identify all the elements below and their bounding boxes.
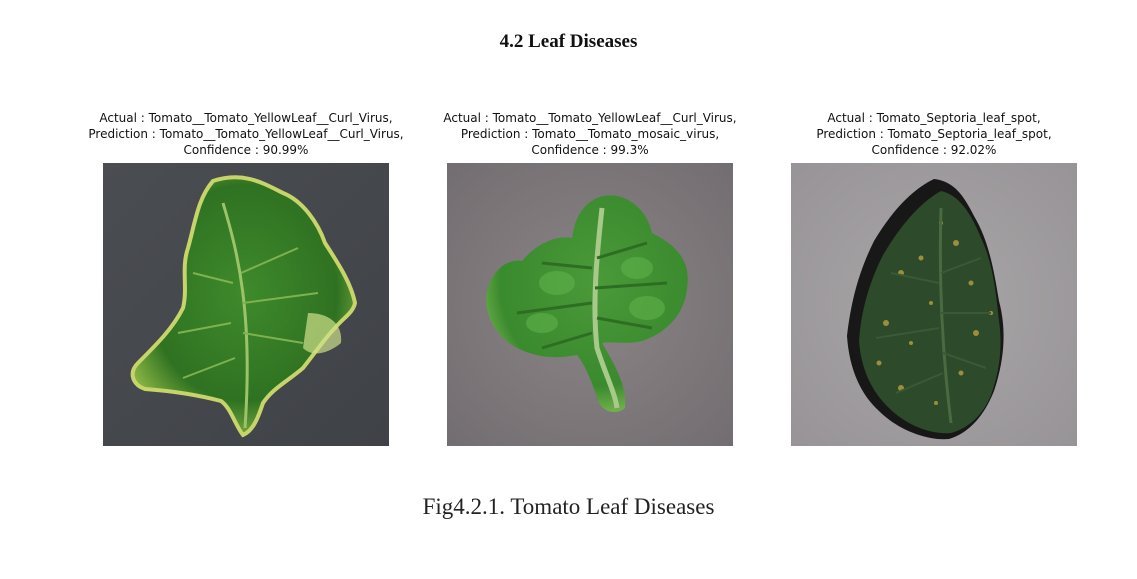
prediction-label: Prediction : Tomato__Tomato_mosaic_virus… bbox=[460, 127, 720, 141]
leaf-image-septoria bbox=[791, 163, 1077, 446]
confidence-label: Confidence : 99.3% bbox=[531, 143, 649, 157]
actual-label: Actual : Tomato__Tomato_YellowLeaf__Curl… bbox=[99, 111, 393, 125]
panel-caption: Actual : Tomato__Tomato_YellowLeaf__Curl… bbox=[420, 110, 760, 160]
prediction-panel-3: Actual : Tomato_Septoria_leaf_spot, Pred… bbox=[764, 110, 1104, 446]
section-heading: 4.2 Leaf Diseases bbox=[499, 31, 638, 52]
prediction-panel-2: Actual : Tomato__Tomato_YellowLeaf__Curl… bbox=[420, 110, 760, 446]
panel-caption: Actual : Tomato_Septoria_leaf_spot, Pred… bbox=[764, 110, 1104, 160]
leaf-image-mosaic bbox=[447, 163, 733, 446]
actual-label: Actual : Tomato__Tomato_YellowLeaf__Curl… bbox=[443, 111, 737, 125]
prediction-panel-1: Actual : Tomato__Tomato_YellowLeaf__Curl… bbox=[76, 110, 416, 446]
prediction-label: Prediction : Tomato__Tomato_YellowLeaf__… bbox=[88, 127, 404, 141]
confidence-label: Confidence : 90.99% bbox=[183, 143, 309, 157]
leaf-image-yellow-curl bbox=[103, 163, 389, 446]
panel-caption: Actual : Tomato__Tomato_YellowLeaf__Curl… bbox=[76, 110, 416, 160]
actual-label: Actual : Tomato_Septoria_leaf_spot, bbox=[827, 111, 1041, 125]
figure-caption: Fig4.2.1. Tomato Leaf Diseases bbox=[422, 494, 715, 519]
confidence-label: Confidence : 92.02% bbox=[871, 143, 997, 157]
prediction-label: Prediction : Tomato_Septoria_leaf_spot, bbox=[816, 127, 1052, 141]
